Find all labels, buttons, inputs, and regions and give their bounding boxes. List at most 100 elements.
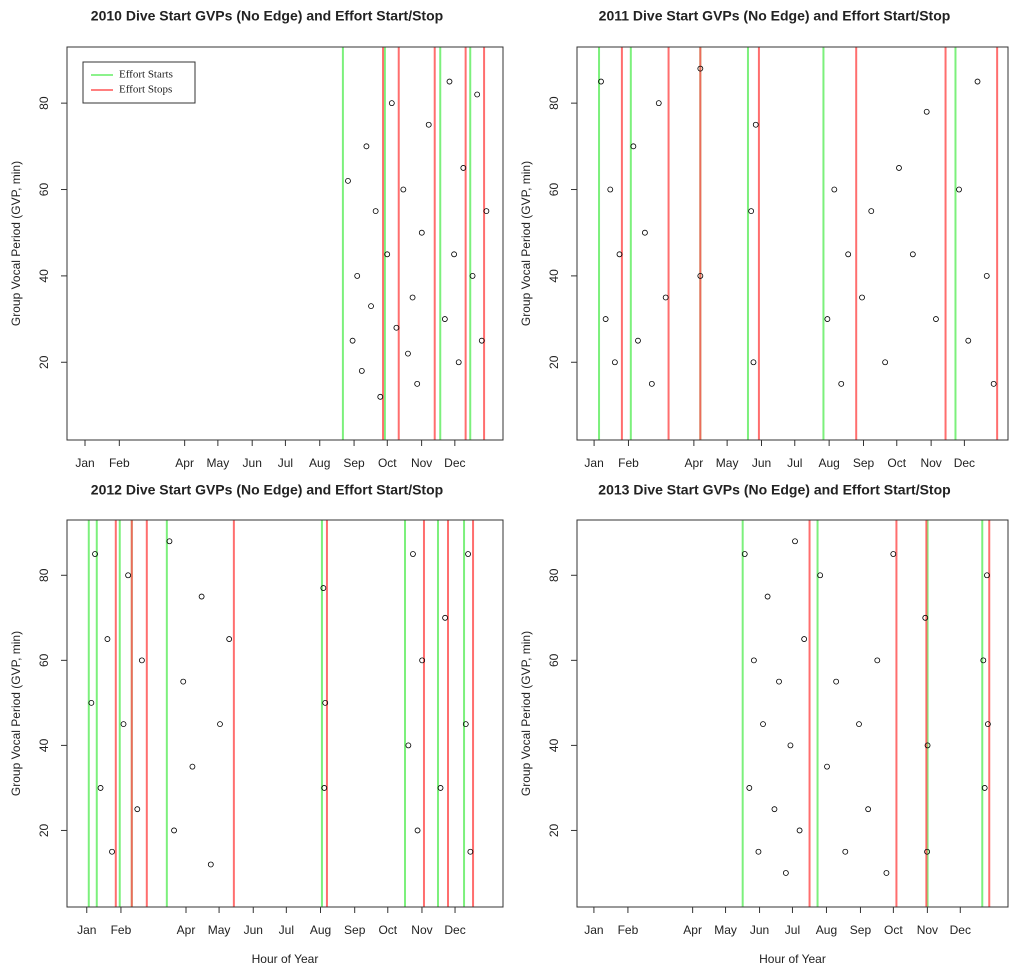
x-tick-label: Nov — [411, 456, 432, 470]
point — [377, 393, 384, 400]
point — [469, 272, 476, 279]
point — [363, 143, 370, 150]
point — [414, 827, 421, 834]
point — [981, 785, 988, 791]
point — [824, 763, 830, 770]
y-tick-label: 80 — [547, 568, 561, 582]
plot-frame — [66, 519, 504, 908]
point — [746, 785, 753, 791]
point — [419, 657, 426, 664]
x-tick-label: May — [716, 456, 739, 470]
x-tick-label: May — [714, 923, 737, 937]
point — [662, 294, 669, 301]
point — [462, 721, 469, 728]
y-tick-label: 60 — [547, 183, 561, 197]
plot-frame — [66, 46, 504, 441]
point — [437, 785, 444, 791]
point — [924, 848, 931, 855]
point — [874, 657, 881, 664]
x-tick-label: Jul — [278, 456, 293, 470]
point — [787, 742, 794, 749]
legend-label: Effort Starts — [119, 69, 173, 81]
point — [410, 551, 416, 557]
x-tick-label: Jan — [584, 456, 603, 470]
x-axis-label: Hour of Year — [252, 952, 319, 966]
y-axis-label: Group Vocal Period (GVP, min) — [9, 631, 23, 796]
point — [166, 538, 173, 545]
point — [611, 359, 618, 366]
y-tick-label: 20 — [37, 355, 51, 369]
x-tick-label: Jun — [752, 456, 771, 470]
point — [207, 861, 214, 868]
point — [782, 870, 789, 876]
point — [750, 359, 757, 366]
point — [750, 657, 757, 664]
point — [842, 848, 849, 855]
point — [217, 721, 223, 728]
point — [856, 721, 862, 728]
y-axis-label: Group Vocal Period (GVP, min) — [9, 161, 23, 326]
y-tick-label: 20 — [37, 823, 51, 837]
point — [933, 316, 939, 322]
point — [924, 742, 931, 749]
point — [607, 186, 614, 193]
point — [859, 294, 865, 301]
y-tick-label: 40 — [547, 269, 561, 283]
x-tick-label: Jan — [584, 923, 603, 937]
point — [648, 380, 655, 387]
point — [896, 165, 902, 171]
x-tick-label: Jan — [77, 923, 96, 937]
y-tick-label: 80 — [37, 568, 51, 582]
point — [817, 572, 824, 579]
point — [635, 337, 641, 344]
point — [796, 827, 803, 834]
point — [909, 251, 916, 258]
point — [321, 785, 328, 791]
point — [974, 78, 981, 85]
y-tick-label: 40 — [37, 269, 51, 283]
point — [405, 350, 411, 357]
point — [868, 208, 875, 215]
point — [741, 551, 748, 557]
x-tick-label: Jul — [279, 923, 294, 937]
x-tick-label: Aug — [309, 456, 330, 470]
point — [465, 551, 471, 557]
point — [824, 316, 831, 322]
point — [883, 870, 890, 876]
x-tick-label: Aug — [818, 456, 839, 470]
chart-title: 2011 Dive Start GVPs (No Edge) and Effor… — [599, 8, 951, 24]
point — [833, 678, 840, 685]
point — [922, 614, 929, 621]
x-tick-label: Nov — [920, 456, 941, 470]
point — [388, 100, 395, 107]
x-tick-label: Sep — [344, 923, 366, 937]
y-tick-label: 80 — [547, 96, 561, 110]
y-axis-label: Group Vocal Period (GVP, min) — [519, 161, 533, 326]
point — [198, 593, 205, 600]
y-tick-label: 60 — [37, 653, 51, 667]
point — [134, 806, 141, 813]
x-axis-label: Hour of Year — [759, 952, 826, 966]
x-tick-label: Sep — [853, 456, 875, 470]
point — [349, 337, 356, 344]
point — [171, 827, 177, 834]
legend-box — [82, 61, 196, 104]
point — [320, 585, 327, 591]
point — [831, 186, 838, 193]
point — [97, 785, 104, 791]
x-tick-label: Jun — [750, 923, 769, 937]
point — [890, 551, 897, 557]
plot-frame — [576, 519, 1009, 908]
x-tick-label: Jun — [244, 923, 263, 937]
chart-title: 2010 Dive Start GVPs (No Edge) and Effor… — [91, 8, 443, 24]
point — [748, 208, 755, 215]
y-tick-label: 20 — [547, 355, 561, 369]
y-tick-label: 40 — [547, 738, 561, 752]
point — [425, 121, 432, 128]
point — [442, 614, 449, 621]
point — [372, 208, 379, 215]
point — [697, 272, 704, 279]
point — [642, 229, 648, 236]
plot-frame — [576, 46, 1009, 441]
